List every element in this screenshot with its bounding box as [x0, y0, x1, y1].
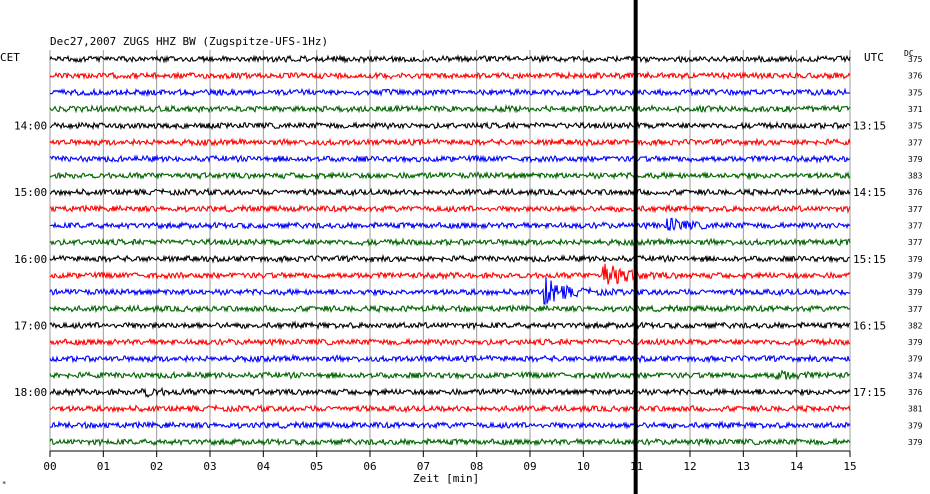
dc-value: 377	[908, 238, 923, 247]
trace-line	[49, 104, 851, 114]
dc-value: 377	[908, 305, 923, 314]
footer-mark: *	[2, 480, 6, 488]
x-tick-label: 11	[630, 460, 643, 473]
x-tick-label: 05	[310, 460, 323, 473]
trace-line	[49, 437, 851, 448]
trace-line	[49, 403, 851, 414]
dc-value: 379	[908, 288, 923, 297]
x-tick-label: 07	[417, 460, 430, 473]
trace-line	[49, 353, 851, 364]
dc-value: 379	[908, 355, 923, 364]
cet-hour-label: 15:00	[14, 186, 47, 199]
utc-hour-label: 14:15	[853, 186, 886, 199]
trace-line	[49, 263, 851, 285]
cet-hour-label: 18:00	[14, 386, 47, 399]
cet-axis-label: CET	[0, 51, 20, 64]
trace-line	[49, 420, 851, 431]
x-tick-label: 09	[523, 460, 536, 473]
x-axis-ticks: 00 01 02 03 04 05 06 07 08 09 10 11 12 13 14 15	[43, 451, 857, 473]
dc-value: 376	[908, 188, 923, 197]
utc-hour-label: 13:15	[853, 120, 886, 133]
trace-line	[49, 137, 851, 148]
chart-title: Dec27,2007 ZUGS HHZ BW (Zugspitze-UFS-1H…	[50, 35, 328, 48]
x-tick-label: 15	[843, 460, 856, 473]
x-tick-label: 04	[257, 460, 271, 473]
dc-value: 377	[908, 205, 923, 214]
dc-value: 371	[908, 105, 923, 114]
utc-hour-label: 17:15	[853, 386, 886, 399]
cet-hour-label: 17:00	[14, 319, 47, 332]
trace-line	[49, 320, 851, 331]
dc-value: 377	[908, 138, 923, 147]
trace-line	[49, 154, 850, 164]
cet-hour-label: 16:00	[14, 253, 47, 266]
dc-value: 375	[908, 122, 923, 131]
trace-line	[49, 187, 851, 198]
trace-line	[49, 303, 851, 314]
dc-values: 375 376 375 371 375 377 379 383 376 377 377 377 379 3…	[908, 55, 923, 447]
cet-hour-labels: 14:00 15:00 16:00 17:00 18:00	[14, 120, 47, 399]
dc-value: 376	[908, 388, 923, 397]
dc-value: 376	[908, 72, 923, 81]
utc-axis-label: UTC	[864, 51, 884, 64]
dc-value: 379	[908, 155, 923, 164]
x-tick-label: 14	[790, 460, 804, 473]
utc-hour-label: 16:15	[853, 319, 886, 332]
x-tick-label: 12	[683, 460, 696, 473]
grid-lines	[49, 50, 851, 451]
x-tick-label: 00	[43, 460, 56, 473]
x-tick-label: 10	[577, 460, 590, 473]
dc-value: 379	[908, 338, 923, 347]
cet-hour-label: 14:00	[14, 120, 47, 133]
dc-value: 382	[908, 321, 923, 330]
trace-line	[49, 87, 851, 98]
dc-value: 379	[908, 271, 923, 280]
trace-line	[49, 120, 851, 131]
trace-line	[49, 70, 851, 81]
trace-line	[49, 236, 851, 247]
x-tick-label: 01	[97, 460, 110, 473]
utc-hour-label: 15:15	[853, 253, 886, 266]
dc-value: 381	[908, 405, 923, 414]
x-tick-label: 13	[737, 460, 750, 473]
trace-line	[49, 337, 851, 347]
trace-line	[49, 369, 851, 381]
x-tick-label: 03	[203, 460, 216, 473]
trace-line	[49, 217, 851, 232]
dc-header-label: DC	[904, 49, 914, 58]
x-tick-label: 08	[470, 460, 483, 473]
dc-value: 375	[908, 55, 923, 64]
trace-line	[49, 203, 851, 215]
seismic-traces	[49, 54, 851, 448]
trace-line	[49, 170, 851, 181]
dc-value: 379	[908, 421, 923, 430]
trace-line	[49, 386, 851, 399]
dc-value: 374	[908, 371, 923, 380]
x-tick-label: 06	[363, 460, 376, 473]
dc-value: 375	[908, 88, 923, 97]
dc-value: 377	[908, 222, 923, 231]
x-tick-label: 02	[150, 460, 163, 473]
dc-value: 383	[908, 172, 923, 181]
dc-value: 379	[908, 438, 923, 447]
utc-hour-labels: 13:15 14:15 15:15 16:15 17:15	[853, 120, 886, 399]
dc-value: 379	[908, 255, 923, 264]
trace-line	[49, 54, 851, 64]
trace-line	[49, 276, 850, 305]
x-axis-label: Zeit [min]	[413, 472, 479, 485]
trace-line	[49, 253, 851, 264]
